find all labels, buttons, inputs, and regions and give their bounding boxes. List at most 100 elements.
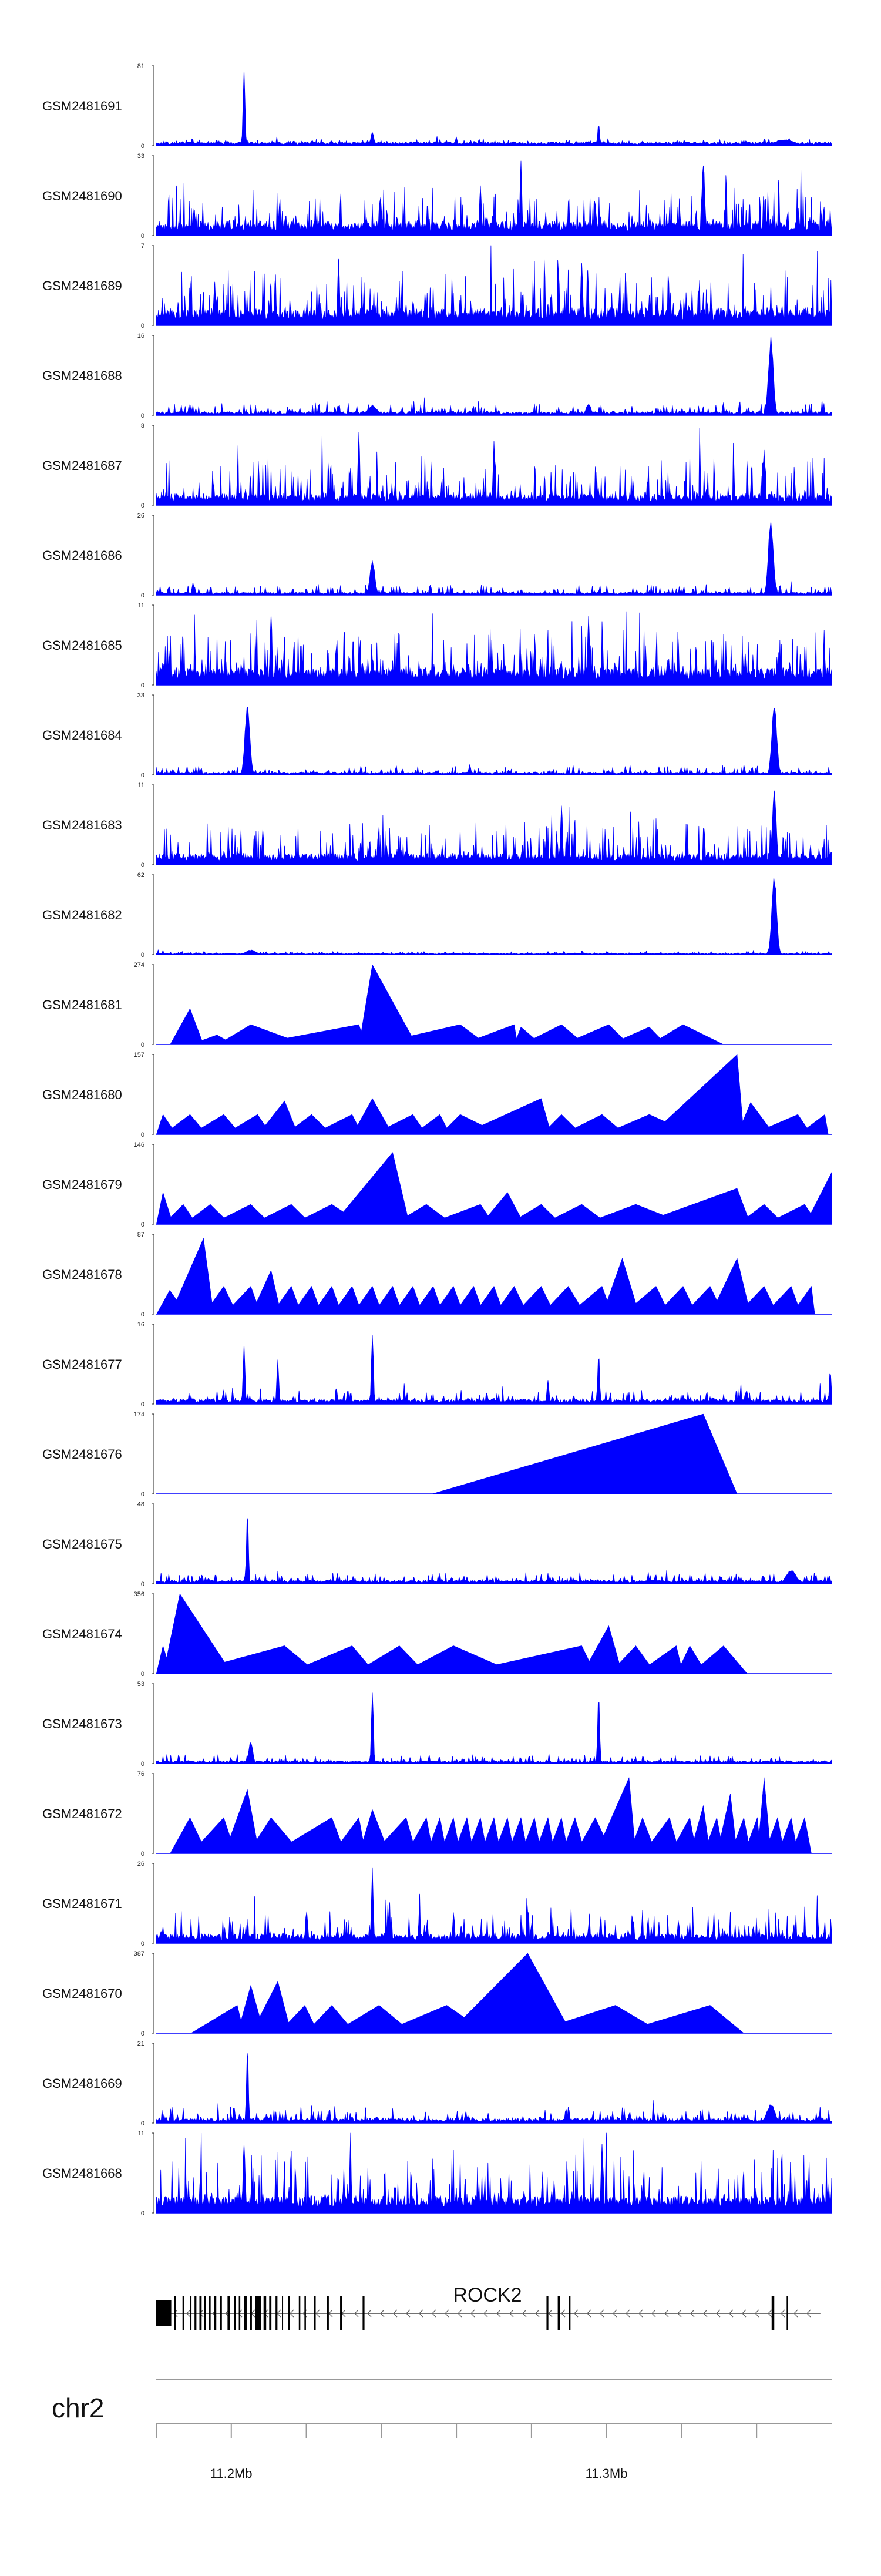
- coverage-area: [156, 521, 832, 596]
- y-max-label: 146: [134, 1141, 144, 1148]
- strand-chevron: [535, 2309, 540, 2318]
- y-max-label: 87: [137, 1231, 144, 1238]
- track-label: GSM2481689: [42, 278, 122, 293]
- track-plot: 21 0: [137, 2040, 832, 2127]
- y-min-label: 0: [141, 502, 144, 509]
- track-label: GSM2481671: [42, 1896, 122, 1911]
- track-GSM2481671: GSM2481671 26 0: [0, 1860, 881, 1953]
- track-plot: 387 0: [134, 1950, 832, 2037]
- track-plot: 11 0: [138, 602, 832, 689]
- track-plot: 33 0: [137, 692, 832, 779]
- coverage-area: [156, 160, 832, 236]
- y-max-label: 53: [137, 1681, 144, 1688]
- track-GSM2481679: GSM2481679 146 0: [0, 1141, 881, 1234]
- gene-exon: [156, 2300, 172, 2326]
- coverage-area: [156, 1238, 819, 1315]
- strand-chevron: [509, 2309, 514, 2318]
- y-max-label: 26: [137, 512, 144, 519]
- track-plot: 26 0: [137, 1860, 832, 1947]
- strand-chevron: [419, 2309, 423, 2318]
- strand-chevron: [690, 2309, 695, 2318]
- strand-chevron: [806, 2309, 811, 2318]
- strand-chevron: [328, 2309, 333, 2318]
- track-label: GSM2481688: [42, 368, 122, 383]
- gene-exon: [327, 2296, 329, 2330]
- y-max-label: 33: [137, 153, 144, 160]
- strand-chevron: [793, 2309, 798, 2318]
- y-min-label: 0: [141, 1491, 144, 1498]
- y-min-label: 0: [141, 1940, 144, 1947]
- track-label: GSM2481677: [42, 1357, 122, 1372]
- gene-exon: [250, 2296, 252, 2330]
- strand-chevron: [522, 2309, 527, 2318]
- y-min-label: 0: [141, 592, 144, 599]
- coverage-area: [156, 1593, 771, 1674]
- track-label: GSM2481674: [42, 1627, 122, 1641]
- coverage-area: [169, 964, 765, 1045]
- strand-chevron: [574, 2309, 579, 2318]
- track-label: GSM2481685: [42, 638, 122, 653]
- track-plot: 11 0: [138, 782, 832, 869]
- coverage-area: [156, 1335, 832, 1405]
- strand-chevron: [626, 2309, 630, 2318]
- coverage-area: [156, 876, 832, 955]
- coverage-area: [156, 2132, 832, 2214]
- y-max-label: 21: [137, 2040, 144, 2047]
- strand-chevron: [445, 2309, 449, 2318]
- track-label: GSM2481686: [42, 548, 122, 563]
- gene-exon: [340, 2296, 342, 2330]
- y-max-label: 11: [138, 782, 144, 789]
- y-max-label: 16: [137, 333, 144, 340]
- gene-exon: [244, 2296, 247, 2330]
- track-GSM2481678: GSM2481678 87 0: [0, 1231, 881, 1324]
- track-GSM2481686: GSM2481686 26 0: [0, 512, 881, 605]
- strand-chevron: [393, 2309, 398, 2318]
- coverage-area: [156, 1867, 832, 1944]
- y-max-label: 11: [138, 602, 144, 609]
- y-max-label: 8: [141, 422, 144, 429]
- track-plot: 80: [141, 422, 832, 509]
- y-min-label: 0: [141, 1042, 144, 1049]
- strand-chevron: [290, 2309, 294, 2318]
- y-max-label: 62: [137, 872, 144, 879]
- gene-exon: [282, 2296, 284, 2330]
- y-min-label: 0: [141, 1581, 144, 1588]
- y-max-label: 274: [134, 962, 144, 969]
- y-min-label: 0: [141, 323, 144, 330]
- strand-chevron: [587, 2309, 591, 2318]
- track-plot: 53 0: [137, 1681, 832, 1768]
- y-min-label: 0: [141, 1671, 144, 1678]
- track-plot: 70: [141, 243, 832, 330]
- gene-exon: [255, 2296, 261, 2330]
- y-max-label: 26: [137, 1860, 144, 1868]
- y-max-label: 81: [137, 63, 144, 70]
- coverage-area: [156, 1518, 832, 1584]
- gene-exon: [314, 2296, 316, 2330]
- gene-exon: [304, 2296, 306, 2330]
- track-GSM2481673: GSM2481673 53 0: [0, 1681, 881, 1774]
- coverage-area: [156, 1054, 832, 1135]
- gene-model: [156, 2296, 832, 2438]
- coverage-area: [190, 1953, 778, 2034]
- track-label: GSM2481690: [42, 189, 122, 203]
- track-label: GSM2481668: [42, 2166, 122, 2181]
- y-max-label: 387: [134, 1950, 144, 1957]
- track-label: GSM2481687: [42, 458, 122, 473]
- y-min-label: 0: [141, 1131, 144, 1138]
- gene-exon: [546, 2296, 549, 2330]
- y-min-label: 0: [141, 143, 144, 150]
- chromosome-label: chr2: [52, 2393, 105, 2423]
- gene-exon: [238, 2296, 241, 2330]
- y-max-label: 174: [134, 1411, 144, 1418]
- strand-chevron: [638, 2309, 643, 2318]
- gene-exon: [298, 2296, 301, 2330]
- y-max-label: 48: [137, 1501, 144, 1508]
- track-GSM2481669: GSM2481669 21 0: [0, 2040, 881, 2133]
- y-min-label: 0: [141, 412, 144, 419]
- track-GSM2481682: GSM2481682 62 0: [0, 872, 881, 965]
- strand-chevron: [651, 2309, 656, 2318]
- track-plot: 16 0: [137, 1321, 832, 1408]
- track-GSM2481670: GSM2481670 387 0: [0, 1950, 881, 2043]
- track-plot: 356 0: [134, 1591, 832, 1678]
- track-plot: 16 0: [137, 333, 832, 419]
